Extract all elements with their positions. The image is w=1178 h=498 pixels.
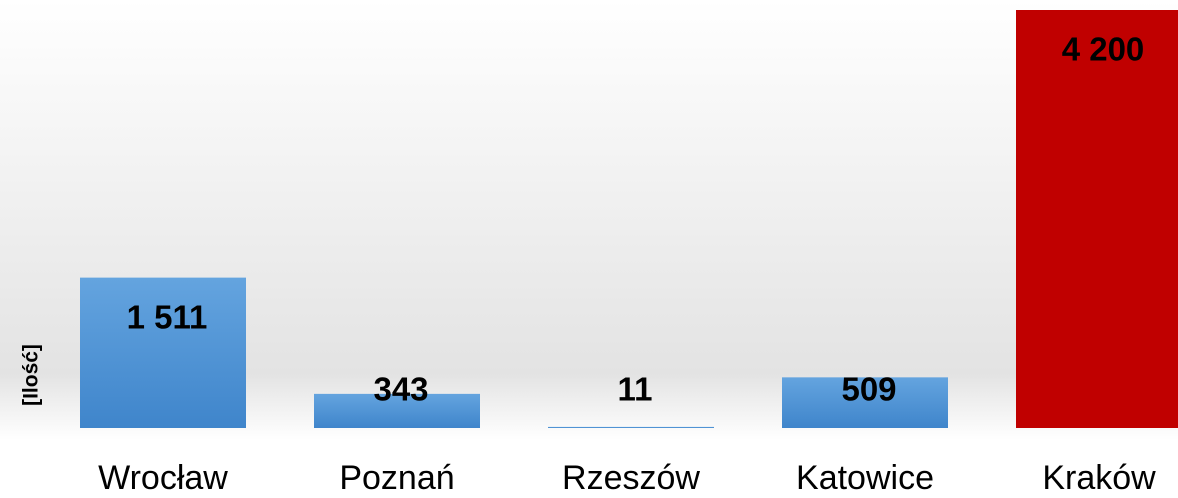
bar — [80, 277, 246, 428]
value-label: 509 — [841, 371, 896, 408]
value-label: 343 — [373, 371, 428, 408]
value-label: 4 200 — [1062, 31, 1145, 68]
bar — [782, 377, 948, 428]
x-tick-label: Wrocław — [98, 459, 228, 497]
x-tick-label: Poznań — [339, 459, 454, 497]
value-label: 1 511 — [127, 298, 208, 335]
y-axis-label: [Ilość] — [20, 344, 43, 406]
bar — [314, 393, 480, 428]
bar — [548, 426, 714, 428]
x-tick-label: Katowice — [796, 459, 934, 497]
x-tick-label: Rzeszów — [562, 459, 700, 497]
x-tick-label: Kraków — [1042, 459, 1156, 497]
bar — [1016, 10, 1178, 428]
value-label: 11 — [618, 371, 653, 408]
